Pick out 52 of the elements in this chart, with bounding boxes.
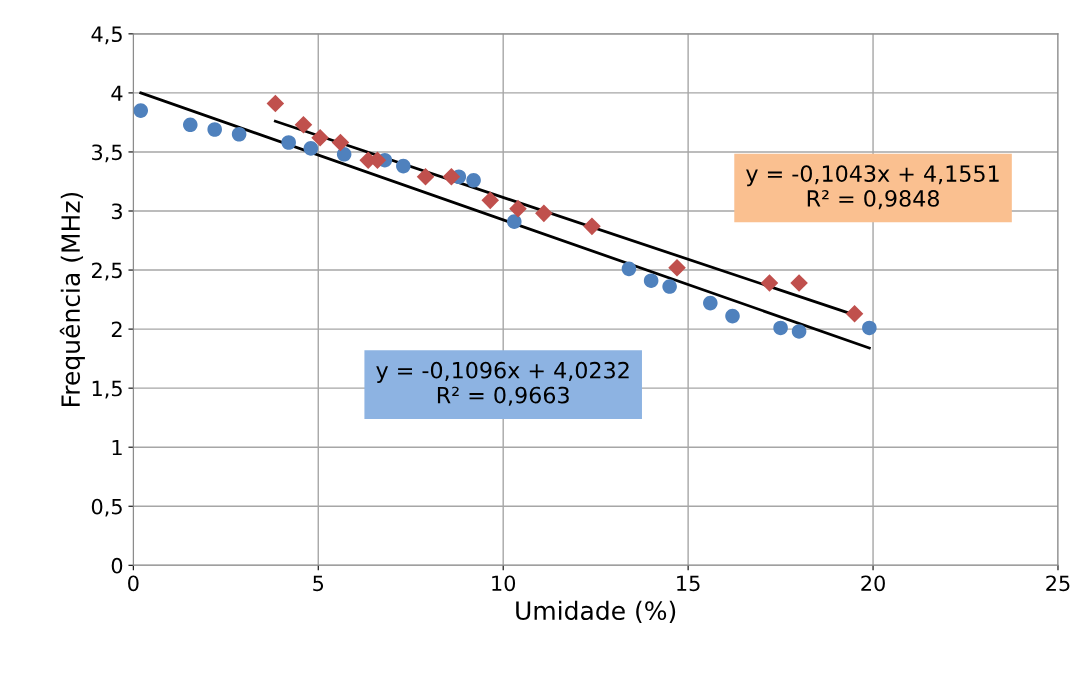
point	[133, 103, 149, 118]
point	[416, 167, 435, 186]
point	[760, 274, 779, 292]
point	[509, 199, 527, 218]
y-tick-label: 0	[111, 557, 123, 574]
point	[311, 128, 329, 147]
point	[266, 94, 285, 113]
point	[668, 258, 686, 277]
point	[583, 217, 601, 236]
point	[790, 274, 808, 292]
point	[725, 308, 740, 324]
x-tick-label: 15	[677, 575, 700, 592]
point	[481, 191, 500, 210]
point	[507, 214, 522, 229]
x-tick-label: 10	[492, 575, 516, 592]
y-tick-label: 1	[112, 439, 122, 456]
y-tick-label: 2	[111, 321, 122, 338]
point	[183, 117, 198, 133]
y-tick-label: 2,5	[92, 262, 122, 281]
x-tick-label: 5	[313, 575, 324, 592]
point	[773, 320, 788, 336]
point	[281, 135, 296, 150]
point	[396, 158, 411, 174]
point	[791, 324, 807, 339]
x-axis-title: Umidade (%)	[516, 600, 676, 624]
point	[862, 320, 877, 336]
point	[331, 133, 350, 152]
point	[294, 116, 313, 134]
y-tick-label: 4	[111, 85, 123, 101]
point	[662, 279, 677, 294]
point	[336, 147, 352, 162]
point	[207, 122, 222, 137]
x-tick-label: 25	[1046, 575, 1070, 592]
x-tick-label: 20	[861, 575, 885, 592]
y-axis-title: Frequência (MHz)	[59, 192, 85, 406]
y-tick-label: 1,5	[92, 380, 122, 399]
point	[303, 141, 319, 156]
point	[466, 173, 481, 188]
point	[643, 273, 659, 288]
y-tick-label: 4,5	[91, 26, 122, 45]
y-tick-label: 3,5	[92, 144, 122, 163]
point	[845, 304, 864, 323]
y-tick-label: 0,5	[91, 498, 122, 517]
point	[231, 126, 247, 142]
x-tick-label: 0	[128, 575, 139, 592]
point	[703, 295, 718, 311]
annotation: y = -0,1096x + 4,0232 R² = 0,9663	[376, 361, 629, 406]
annotation: y = -0,1043x + 4,1551 R² = 0,9848	[746, 165, 999, 210]
point	[621, 261, 637, 277]
y-tick-label: 3	[111, 203, 122, 220]
point	[442, 167, 461, 186]
point	[535, 204, 553, 223]
